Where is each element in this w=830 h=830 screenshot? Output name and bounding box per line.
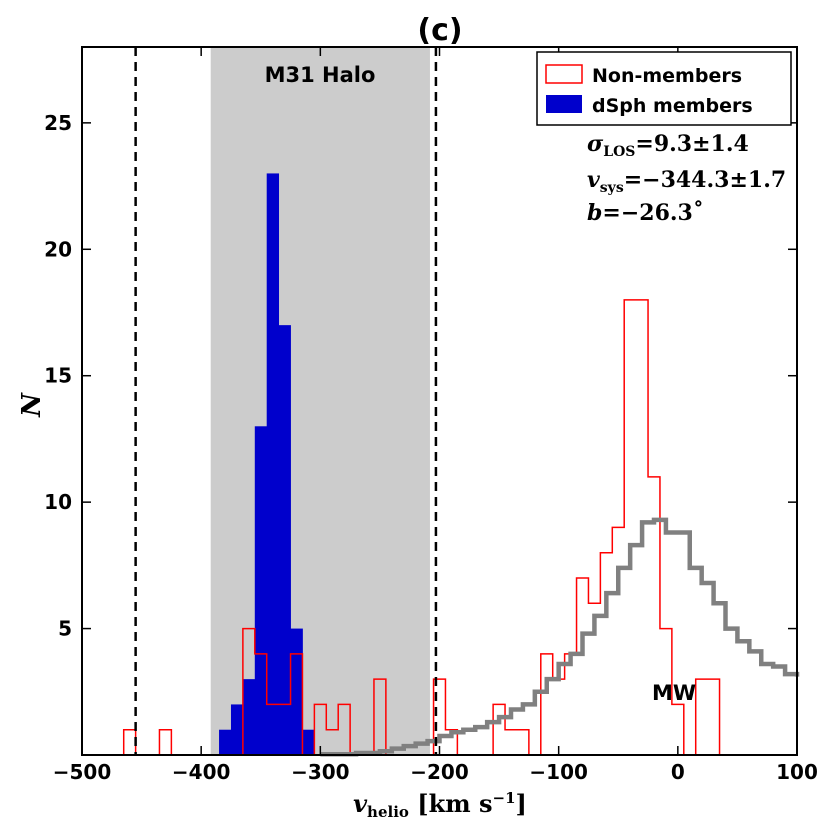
legend: Non-members dSph members [536,51,792,126]
m31-halo-label: M31 Halo [265,63,376,87]
x-tick-label: −400 [172,760,231,784]
member-bar [278,325,291,755]
axis-tick-labels: −500 −400 −300 −200 −100 0 100 5 10 15 20 25 [44,111,818,784]
x-tick-label: −100 [529,760,588,784]
member-bar [230,704,244,755]
axis-ticks [81,47,798,755]
y-tick-label: 10 [44,490,72,514]
x-axis-label: vhelio [km s−1] [353,789,527,821]
stat-sigma-los: σLOS=9.3±1.4 [587,131,749,160]
member-bar [219,729,232,755]
y-axis-label: N [17,392,47,418]
mw-label: MW [652,681,696,705]
chart-title: (c) [417,13,462,48]
legend-label-members: dSph members [592,95,753,117]
legend-label-non-members: Non-members [592,65,742,87]
y-tick-label: 25 [44,111,72,135]
members-bars [219,173,315,755]
plot-area [82,47,797,755]
member-bar [242,679,256,755]
member-bar [302,729,315,755]
y-tick-label: 20 [44,237,72,261]
member-bar [254,426,268,755]
m31-halo-band [210,47,430,755]
x-tick-label: −500 [53,760,112,784]
y-tick-label: 15 [44,364,72,388]
legend-swatch-non-members [545,64,583,84]
legend-swatch-members [546,95,582,113]
x-tick-label: 100 [776,760,818,784]
x-tick-label: −300 [291,760,350,784]
y-tick-label: 5 [58,617,72,641]
x-tick-label: 0 [671,760,685,784]
non-members-step-line [122,299,721,756]
member-bar [290,628,303,755]
stat-b: b=−26.3˚ [587,200,704,226]
member-bar [266,173,280,755]
x-tick-label: −200 [410,760,469,784]
mw-model-step-line [320,517,800,757]
stat-v-sys: vsys=−344.3±1.7 [587,167,786,196]
